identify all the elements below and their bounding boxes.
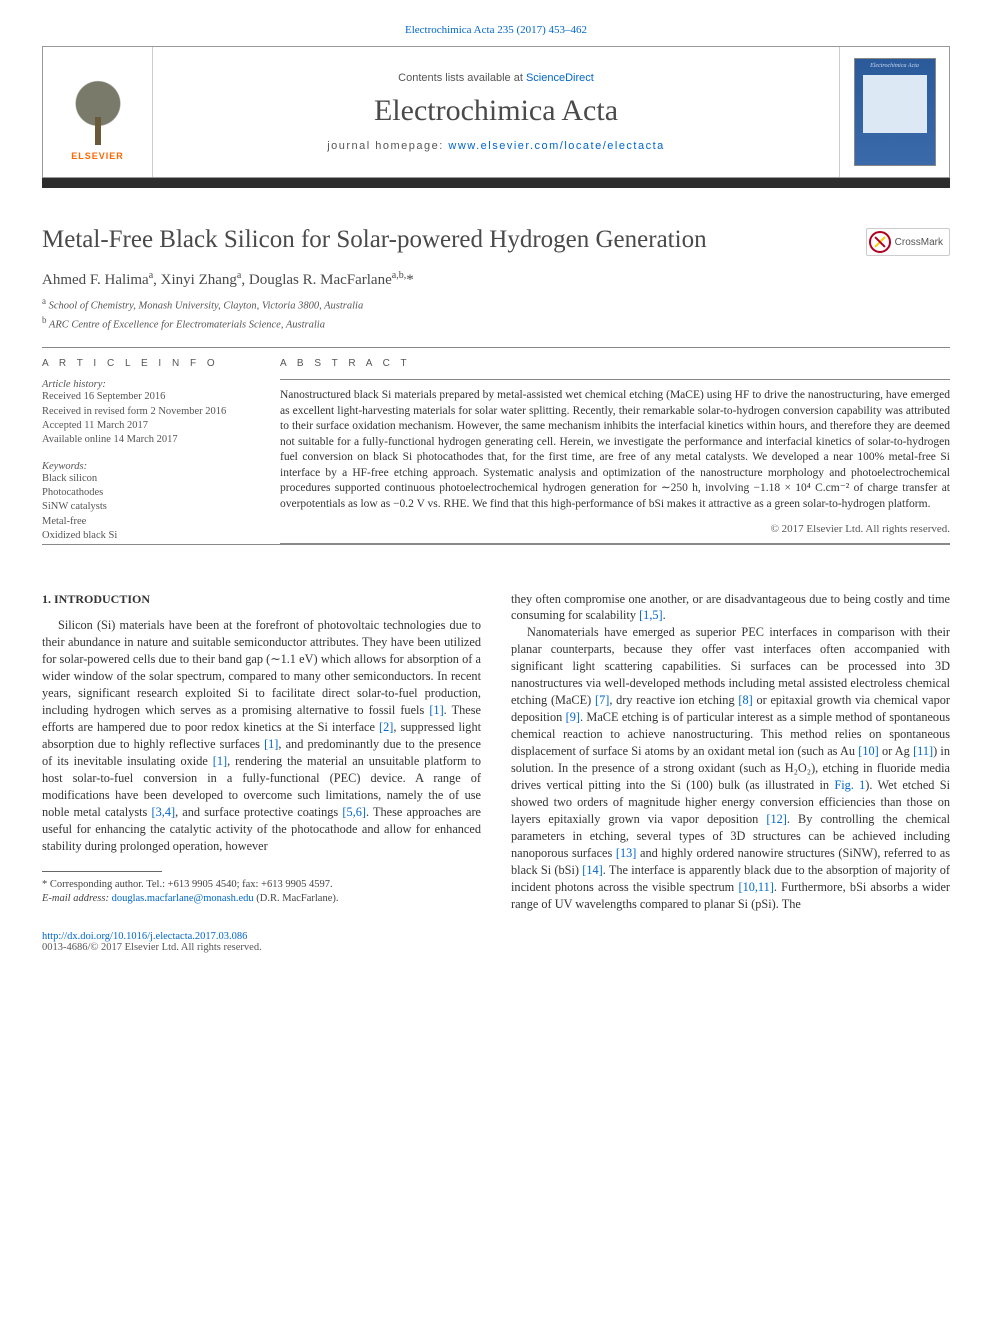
article-info-heading: A R T I C L E I N F O — [42, 358, 252, 369]
journal-cover[interactable]: Electrochimica Acta — [854, 58, 936, 166]
keyword-item: Oxidized black Si — [42, 529, 252, 543]
sciencedirect-link[interactable]: ScienceDirect — [526, 72, 594, 84]
citation-link[interactable]: [12] — [766, 812, 787, 826]
affiliation-line: a School of Chemistry, Monash University… — [42, 295, 950, 314]
citation-link[interactable]: [1] — [429, 703, 443, 717]
citation-link[interactable]: [3,4] — [152, 805, 176, 819]
affiliations: a School of Chemistry, Monash University… — [42, 295, 950, 333]
abstract-top-rule — [280, 379, 950, 380]
elsevier-text: ELSEVIER — [71, 151, 124, 161]
doi-link[interactable]: http://dx.doi.org/10.1016/j.electacta.20… — [42, 931, 247, 942]
journal-homepage-link[interactable]: www.elsevier.com/locate/electacta — [448, 140, 664, 152]
keyword-item: SiNW catalysts — [42, 500, 252, 514]
footnote-separator — [42, 871, 162, 872]
citation-link[interactable]: [1] — [264, 737, 278, 751]
citation-link[interactable]: [10,11] — [738, 880, 773, 894]
cover-title: Electrochimica Acta — [859, 63, 931, 69]
authors-line: Ahmed F. Halimaa, Xinyi Zhanga, Douglas … — [42, 270, 950, 289]
publisher-logo-cell: ELSEVIER — [43, 47, 153, 177]
article-history-label: Article history: — [42, 379, 252, 390]
article-info: A R T I C L E I N F O Article history: R… — [42, 358, 252, 543]
top-journal-reference: Electrochimica Acta 235 (2017) 453–462 — [42, 24, 950, 36]
masthead-center: Contents lists available at ScienceDirec… — [153, 47, 839, 177]
crossmark-badge[interactable]: CrossMark — [866, 228, 950, 256]
article-footer: http://dx.doi.org/10.1016/j.electacta.20… — [42, 931, 950, 953]
journal-cover-cell: Electrochimica Acta — [839, 47, 949, 177]
abstract-heading: A B S T R A C T — [280, 358, 950, 369]
top-journal-link[interactable]: Electrochimica Acta 235 (2017) 453–462 — [405, 24, 587, 36]
citation-link[interactable]: [13] — [616, 846, 637, 860]
body-paragraph: Silicon (Si) materials have been at the … — [42, 617, 481, 855]
abstract-bottom-rule — [280, 543, 950, 544]
contents-available-line: Contents lists available at ScienceDirec… — [398, 72, 594, 84]
article-history-list: Received 16 September 2016Received in re… — [42, 390, 252, 447]
journal-name: Electrochimica Acta — [374, 94, 618, 128]
citation-link[interactable]: [5,6] — [342, 805, 366, 819]
history-item: Accepted 11 March 2017 — [42, 419, 252, 433]
affiliation-line: b ARC Centre of Excellence for Electroma… — [42, 314, 950, 333]
article-body: 1. INTRODUCTION Silicon (Si) materials h… — [42, 591, 950, 913]
abstract-column: A B S T R A C T Nanostructured black Si … — [280, 358, 950, 543]
body-paragraph: Nanomaterials have emerged as superior P… — [511, 624, 950, 912]
citation-link[interactable]: [10] — [858, 744, 879, 758]
body-paragraph: they often compromise one another, or ar… — [511, 591, 950, 625]
section-heading: 1. INTRODUCTION — [42, 591, 481, 608]
figure-link[interactable]: Fig. 1 — [834, 778, 865, 792]
crossmark-label: CrossMark — [895, 237, 943, 248]
abstract-copyright: © 2017 Elsevier Ltd. All rights reserved… — [280, 523, 950, 535]
article-title: Metal-Free Black Silicon for Solar-power… — [42, 224, 848, 255]
citation-link[interactable]: [8] — [738, 693, 752, 707]
journal-masthead: ELSEVIER Contents lists available at Sci… — [42, 46, 950, 178]
citation-link[interactable]: [1,5] — [639, 608, 663, 622]
citation-link[interactable]: [2] — [379, 720, 393, 734]
cover-image — [863, 75, 927, 133]
corresponding-author-footnote: * Corresponding author. Tel.: +613 9905 … — [42, 878, 481, 906]
keyword-item: Metal-free — [42, 515, 252, 529]
email-label: E-mail address: — [42, 893, 109, 904]
elsevier-tree-icon — [68, 79, 128, 149]
citation-link[interactable]: [7] — [595, 693, 609, 707]
corresponding-email-link[interactable]: douglas.macfarlane@monash.edu — [112, 893, 254, 904]
citation-link[interactable]: [14] — [582, 863, 603, 877]
email-person: (D.R. MacFarlane). — [256, 893, 338, 904]
homepage-prefix: journal homepage: — [327, 140, 448, 152]
citation-link[interactable]: [1] — [213, 754, 227, 768]
contents-prefix: Contents lists available at — [398, 72, 526, 84]
keywords-label: Keywords: — [42, 461, 252, 472]
elsevier-logo[interactable]: ELSEVIER — [59, 63, 137, 161]
journal-homepage-line: journal homepage: www.elsevier.com/locat… — [327, 140, 665, 152]
citation-link[interactable]: [9] — [566, 710, 580, 724]
keyword-item: Photocathodes — [42, 486, 252, 500]
history-item: Available online 14 March 2017 — [42, 433, 252, 447]
history-item: Received in revised form 2 November 2016 — [42, 405, 252, 419]
keywords-list: Black siliconPhotocathodesSiNW catalysts… — [42, 472, 252, 543]
keyword-item: Black silicon — [42, 472, 252, 486]
issn-copyright: 0013-4686/© 2017 Elsevier Ltd. All right… — [42, 942, 950, 953]
divider-rule — [42, 347, 950, 348]
section-divider — [42, 544, 950, 545]
masthead-dark-bar — [42, 178, 950, 188]
history-item: Received 16 September 2016 — [42, 390, 252, 404]
abstract-text: Nanostructured black Si materials prepar… — [280, 388, 950, 512]
citation-link[interactable]: [11] — [913, 744, 933, 758]
crossmark-icon — [869, 231, 891, 253]
